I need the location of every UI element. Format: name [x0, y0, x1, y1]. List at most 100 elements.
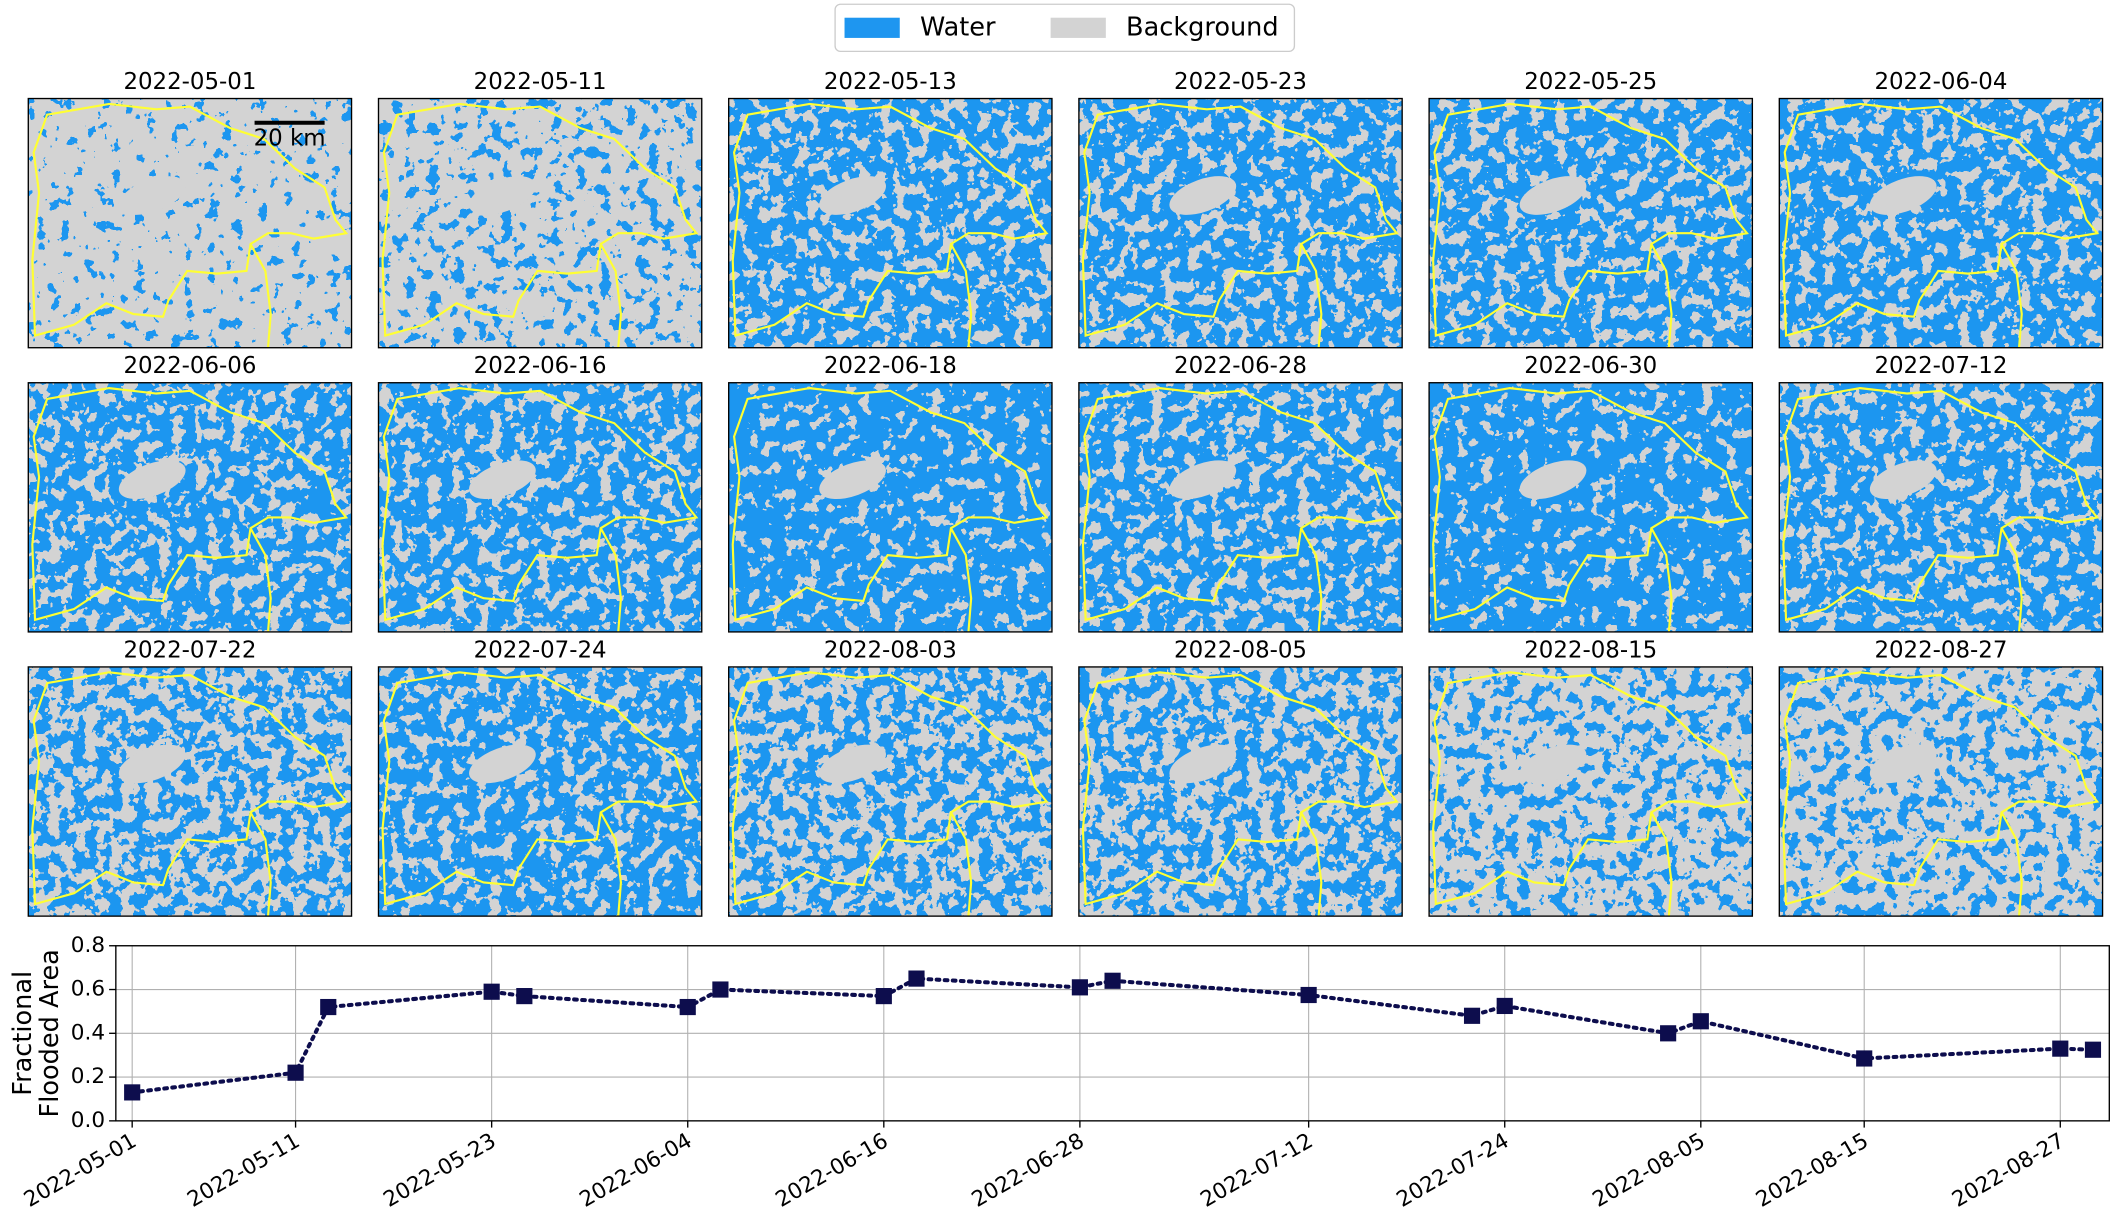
map-water	[1779, 667, 2102, 916]
data-point	[1104, 973, 1120, 989]
legend-label: Water	[920, 12, 996, 42]
x-tick-label: 2022-08-05	[1589, 1128, 1710, 1212]
y-axis-label: Fractional	[8, 971, 38, 1096]
panel-title: 2022-08-03	[824, 637, 957, 663]
map-panel	[1429, 383, 1752, 632]
x-tick-label: 2022-05-01	[20, 1128, 141, 1212]
page: { "legend": [ {"label": "Water", "color"…	[0, 0, 2112, 1214]
map-panel	[28, 667, 351, 916]
map-panel	[378, 383, 701, 632]
panel-title: 2022-08-05	[1174, 637, 1307, 663]
map-water	[378, 667, 701, 916]
data-point	[1856, 1050, 1872, 1066]
map-water	[1779, 383, 2102, 632]
x-tick-label: 2022-08-27	[1948, 1128, 2069, 1212]
map-panel	[1779, 667, 2102, 916]
data-point	[2052, 1041, 2068, 1057]
map-water	[28, 667, 351, 916]
y-axis-label: Flooded Area	[35, 949, 65, 1117]
panel-title: 2022-06-06	[123, 353, 256, 379]
y-tick-label: 0.8	[71, 933, 105, 958]
data-point	[712, 981, 728, 997]
panel-title: 2022-05-11	[474, 69, 607, 95]
map-water	[1079, 383, 1402, 632]
map-panel	[378, 99, 701, 348]
data-point	[516, 988, 532, 1004]
panel-title: 2022-05-25	[1524, 69, 1657, 95]
map-water	[729, 667, 1052, 916]
map-water	[1079, 667, 1402, 916]
map-panel	[1429, 99, 1752, 348]
y-tick-label: 0.0	[71, 1108, 105, 1133]
map-panel	[1079, 383, 1402, 632]
data-point	[1072, 979, 1088, 995]
map-panel	[729, 383, 1052, 632]
map-water	[1429, 99, 1752, 348]
panel-title: 2022-05-23	[1174, 69, 1307, 95]
map-panel	[1779, 383, 2102, 632]
legend-label: Background	[1126, 12, 1279, 42]
map-water	[378, 383, 701, 632]
map-panel	[1429, 667, 1752, 916]
data-point	[124, 1084, 140, 1100]
map-panel	[1079, 99, 1402, 348]
panel-title: 2022-07-22	[123, 637, 256, 663]
x-tick-label: 2022-06-28	[968, 1128, 1089, 1212]
x-tick-label: 2022-08-15	[1752, 1128, 1873, 1212]
data-point	[1301, 987, 1317, 1003]
map-water	[378, 99, 701, 348]
data-point	[680, 999, 696, 1015]
panel-title: 2022-07-12	[1874, 353, 2007, 379]
data-point	[484, 984, 500, 1000]
x-tick-label: 2022-07-12	[1196, 1128, 1317, 1212]
data-point	[876, 988, 892, 1004]
panel-title: 2022-07-24	[474, 637, 607, 663]
x-tick-label: 2022-05-23	[379, 1128, 500, 1212]
y-tick-label: 0.6	[71, 977, 105, 1002]
legend: Water Background	[835, 4, 1294, 51]
scale-bar-label: 20 km	[254, 125, 326, 151]
map-water	[1429, 383, 1752, 632]
x-tick-label: 2022-07-24	[1392, 1128, 1513, 1212]
panel-title: 2022-05-13	[824, 69, 957, 95]
panel-title: 2022-06-28	[1174, 353, 1307, 379]
map-panel	[729, 99, 1052, 348]
map-water	[729, 383, 1052, 632]
legend-swatch	[845, 18, 900, 38]
panel-title: 2022-06-30	[1524, 353, 1657, 379]
map-panel: 20 km	[28, 99, 351, 348]
map-water	[1779, 99, 2102, 348]
map-panel	[1779, 99, 2102, 348]
panels: 2022-05-01 20 km 2022-05-11 2022-05-13 2022-…	[28, 69, 2102, 916]
data-point	[287, 1065, 303, 1081]
map-water	[28, 383, 351, 632]
data-point	[1660, 1025, 1676, 1041]
panel-title: 2022-06-18	[824, 353, 957, 379]
data-point	[320, 999, 336, 1015]
line-chart: 0.0 0.2 0.4 0.6 0.8 2022-05-01 2022-05-11 2022-…	[8, 933, 2109, 1213]
panel-title: 2022-06-04	[1874, 69, 2007, 95]
map-water	[729, 99, 1052, 348]
data-point	[908, 971, 924, 987]
data-point	[1497, 998, 1513, 1014]
x-tick-label: 2022-06-04	[575, 1128, 696, 1212]
panel-title: 2022-08-27	[1874, 637, 2007, 663]
map-panel	[378, 667, 701, 916]
y-tick-label: 0.2	[71, 1064, 105, 1089]
map-panel	[28, 383, 351, 632]
legend-swatch	[1051, 18, 1106, 38]
map-water	[1429, 667, 1752, 916]
x-tick-label: 2022-06-16	[772, 1128, 893, 1212]
y-tick-label: 0.4	[71, 1020, 105, 1045]
data-point	[1693, 1013, 1709, 1029]
panel-title: 2022-06-16	[474, 353, 607, 379]
x-tick-label: 2022-05-11	[183, 1128, 304, 1212]
map-panel	[729, 667, 1052, 916]
figure: Water Background 2022-05-01 20 km 2022-05-1…	[0, 0, 2112, 1214]
map-water	[1079, 99, 1402, 348]
panel-title: 2022-05-01	[123, 69, 256, 95]
panel-title: 2022-08-15	[1524, 637, 1657, 663]
map-panel	[1079, 667, 1402, 916]
data-point	[2085, 1042, 2101, 1058]
data-point	[1464, 1008, 1480, 1024]
